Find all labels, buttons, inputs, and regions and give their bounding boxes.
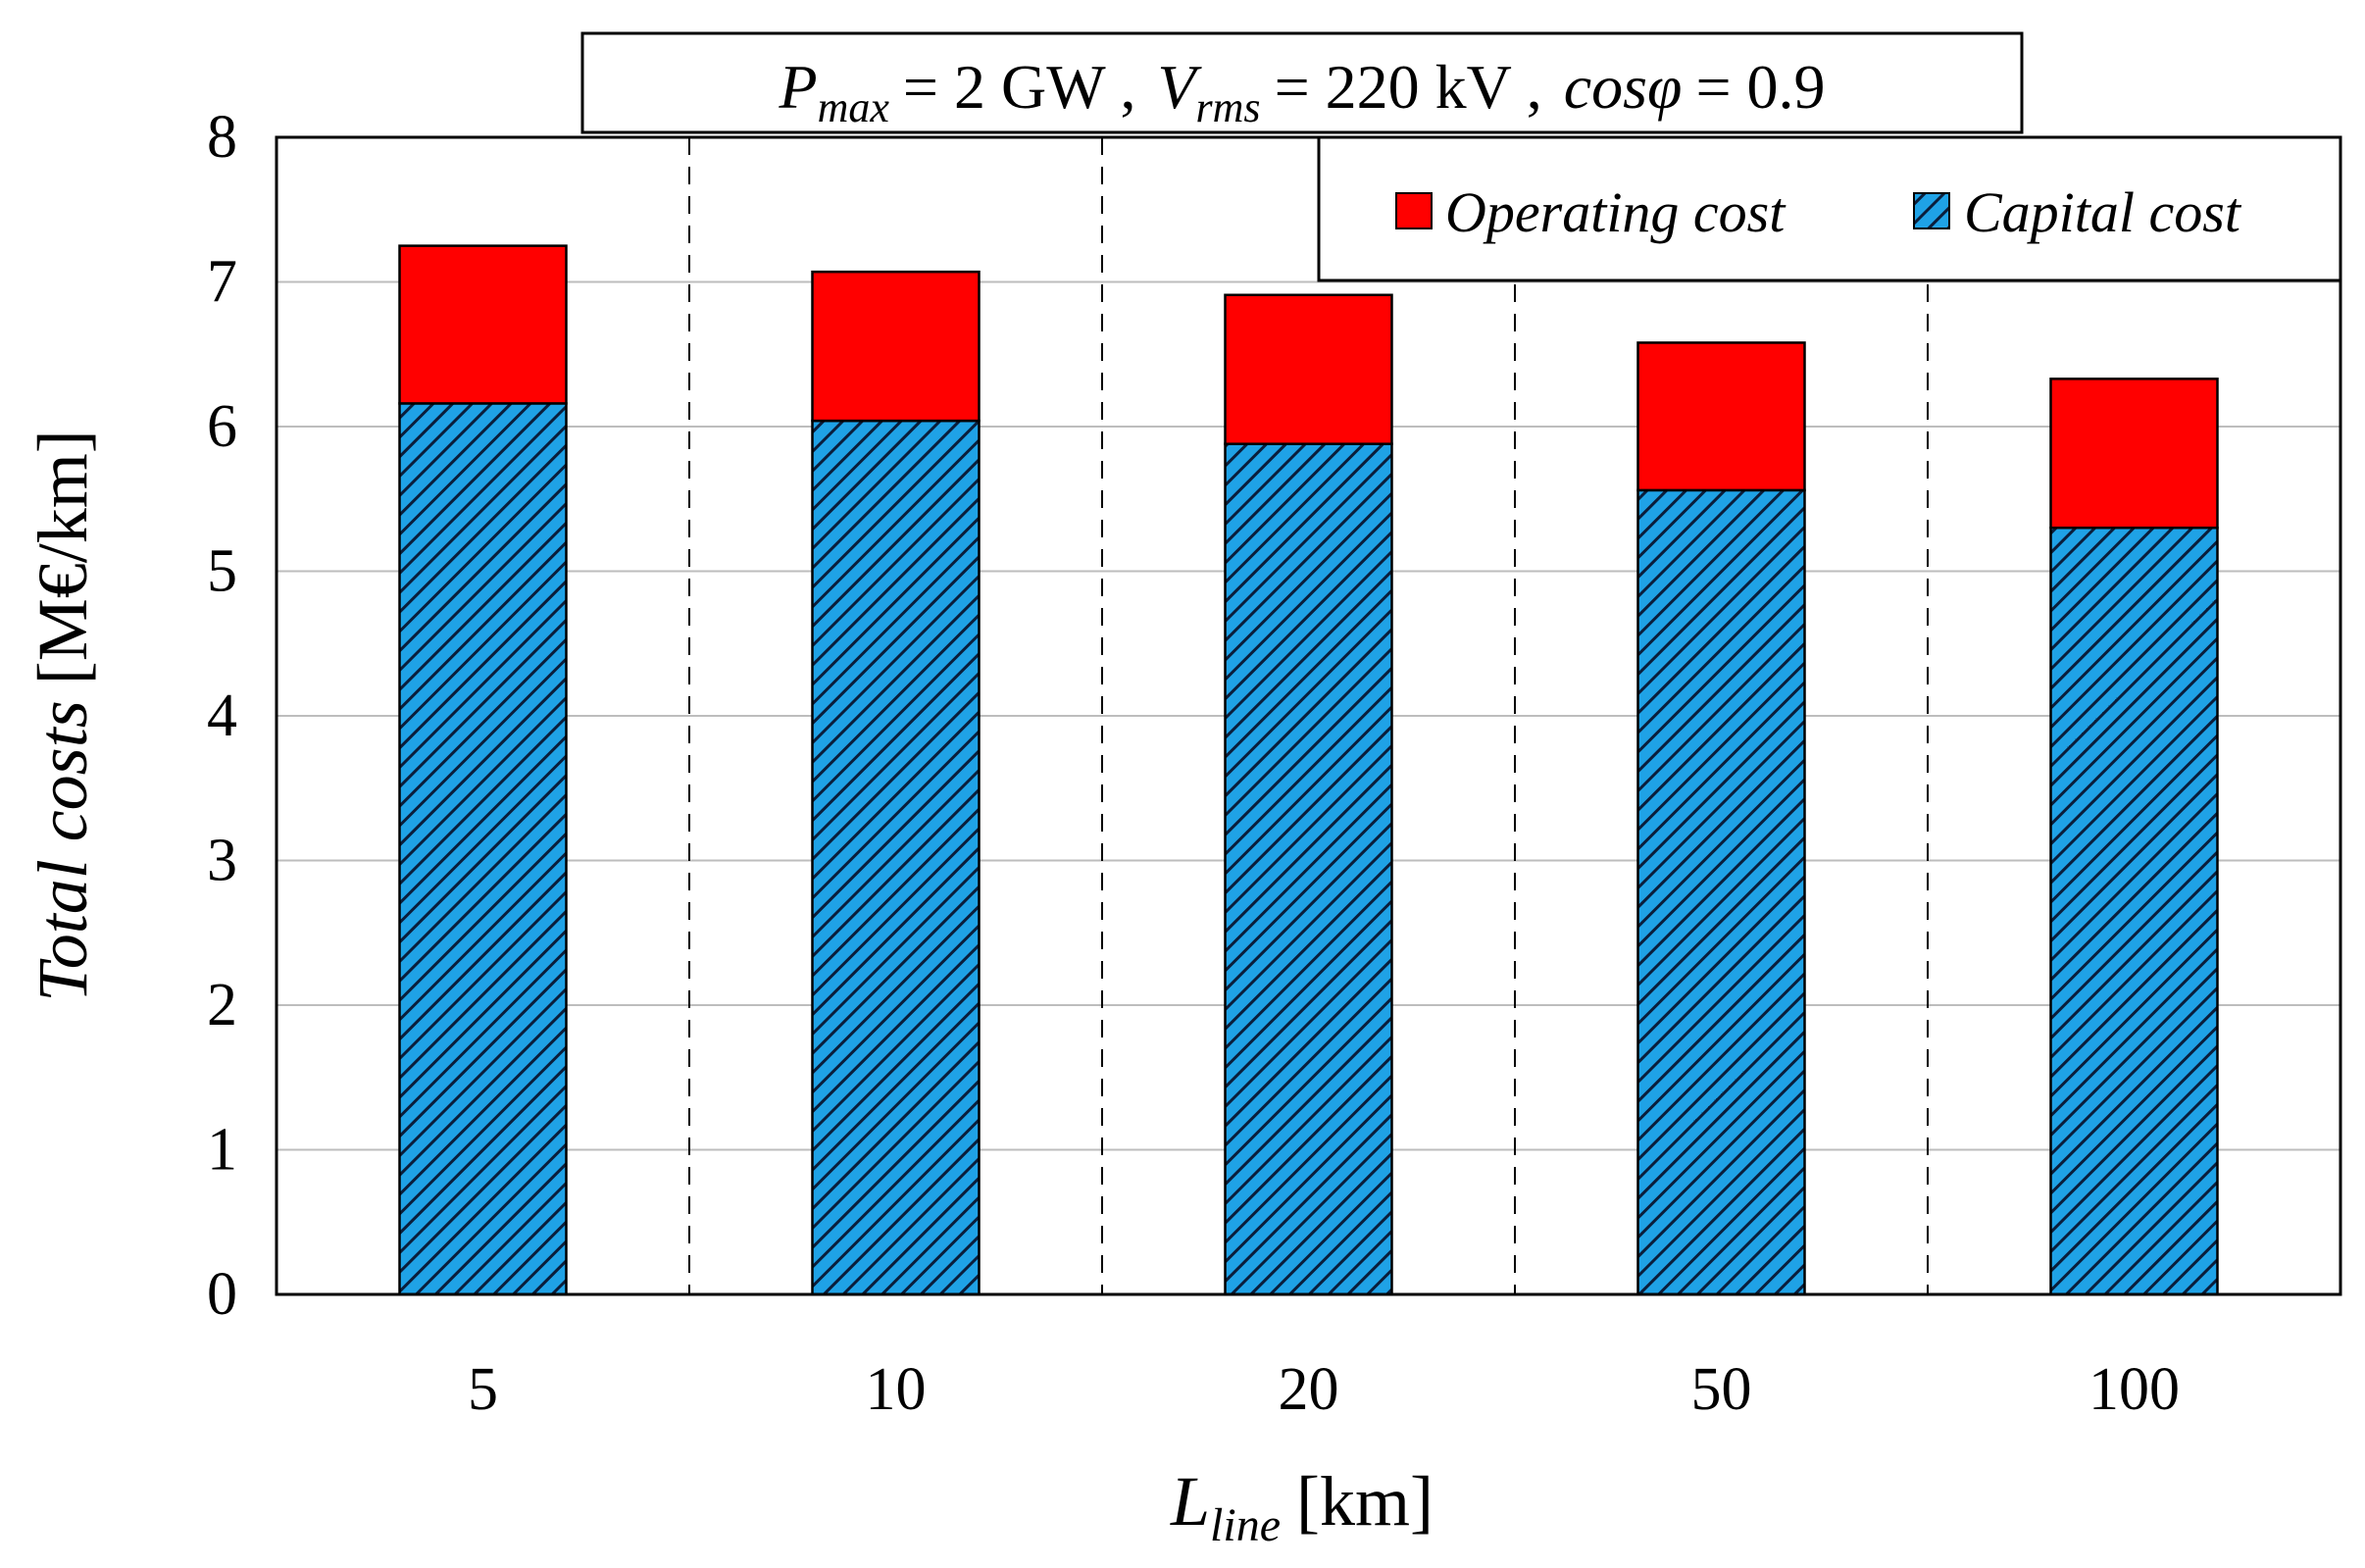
x-tick-label: 20	[1279, 1356, 1339, 1423]
y-tick-labels: 0 1 2 3 4 5 6 7 8	[207, 104, 237, 1328]
y-tick-label: 3	[207, 828, 237, 894]
plot-frame	[275, 135, 2342, 1296]
x-tick-label: 5	[468, 1356, 498, 1423]
y-tick-label: 1	[207, 1117, 237, 1184]
category-separators	[688, 137, 1929, 1294]
chart-title: Pmax = 2 GW , Vrms = 220 kV , cosφ = 0.9	[778, 52, 1825, 131]
legend-label-capital: Capital cost	[1964, 180, 2242, 244]
y-tick-label: 0	[207, 1261, 237, 1328]
title-box	[580, 31, 2024, 134]
bar-capital-cost-50	[1636, 488, 1806, 1296]
bar-capital-cost-5	[398, 402, 568, 1296]
y-tick-label: 7	[207, 249, 237, 316]
x-tick-label: 100	[2088, 1356, 2180, 1423]
bar-operating-cost-50	[1636, 341, 1806, 492]
legend-swatch-capital	[1913, 192, 1950, 229]
bar-capital-cost-100	[2049, 527, 2219, 1296]
x-tick-label: 10	[866, 1356, 927, 1423]
bar-operating-cost-100	[2049, 378, 2219, 530]
y-tick-label: 5	[207, 538, 237, 605]
x-axis-title: Lline [km]	[1170, 1462, 1434, 1551]
bar-operating-cost-20	[1224, 293, 1393, 445]
bars	[398, 244, 2219, 1296]
bar-capital-cost-10	[811, 419, 981, 1296]
bar-capital-cost-20	[1224, 442, 1393, 1296]
y-tick-label: 2	[207, 972, 237, 1038]
y-tick-label: 8	[207, 104, 237, 171]
y-axis-title: Total costs[M€/km]	[24, 430, 102, 1001]
x-tick-label: 50	[1691, 1356, 1752, 1423]
legend-label-operating: Operating cost	[1445, 180, 1786, 244]
y-tick-label: 6	[207, 393, 237, 460]
bar-operating-cost-5	[398, 244, 568, 405]
y-tick-label: 4	[207, 683, 237, 749]
legend-swatch-operating	[1395, 192, 1433, 229]
x-tick-labels: 5 10 20 50 100	[468, 1356, 2180, 1423]
bar-operating-cost-10	[811, 270, 981, 423]
legend-box	[1317, 135, 2342, 282]
